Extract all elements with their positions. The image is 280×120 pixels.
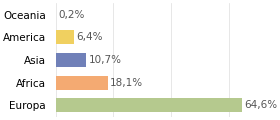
- Text: 6,4%: 6,4%: [76, 33, 103, 42]
- Bar: [56, 53, 87, 67]
- Bar: [56, 75, 108, 90]
- Text: 64,6%: 64,6%: [244, 100, 277, 110]
- Text: 0,2%: 0,2%: [59, 10, 85, 20]
- Bar: [56, 30, 74, 45]
- Text: 18,1%: 18,1%: [110, 78, 143, 87]
- Bar: [56, 98, 242, 112]
- Text: 10,7%: 10,7%: [89, 55, 122, 65]
